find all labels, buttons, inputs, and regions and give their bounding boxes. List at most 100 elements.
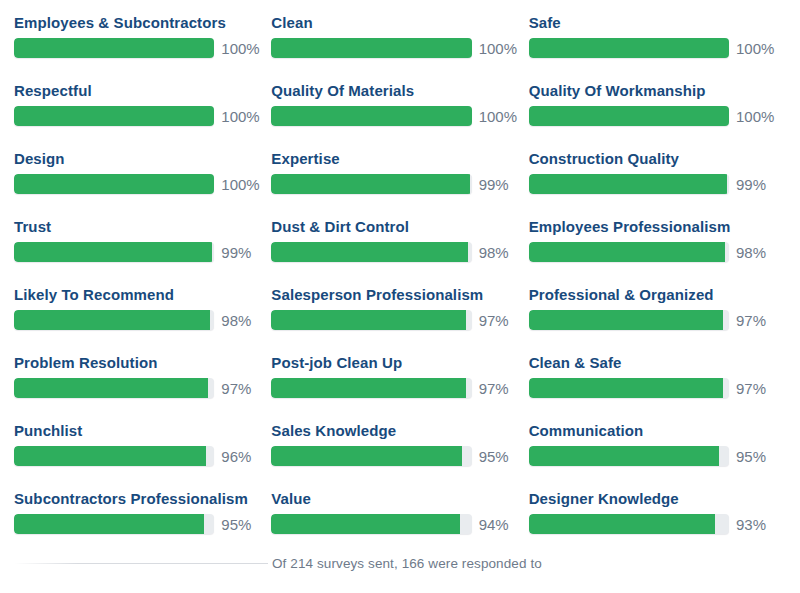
- rating-bar-track: [14, 378, 214, 398]
- rating-bar-track: [529, 446, 729, 466]
- rating-percent: 97%: [736, 380, 776, 397]
- rating-bar-row: 93%: [529, 514, 776, 534]
- rating-bar-row: 100%: [14, 174, 261, 194]
- rating-label: Safe: [529, 13, 776, 32]
- rating-bar-row: 100%: [14, 38, 261, 58]
- rating-bar-fill: [271, 38, 471, 58]
- rating-bar-row: 100%: [529, 38, 776, 58]
- rating-item: Value 94%: [271, 489, 518, 534]
- rating-bar-track: [529, 310, 729, 330]
- rating-label: Clean: [271, 13, 518, 32]
- rating-bar-row: 100%: [529, 106, 776, 126]
- rating-bar-track: [529, 106, 729, 126]
- rating-item: Communication 95%: [529, 421, 776, 466]
- ratings-grid: Employees & Subcontractors 100% Clean 10…: [0, 0, 800, 534]
- rating-item: Employees Professionalism 98%: [529, 217, 776, 262]
- rating-bar-fill: [14, 514, 204, 534]
- rating-bar-track: [14, 310, 214, 330]
- rating-item: Post-job Clean Up 97%: [271, 353, 518, 398]
- rating-item: Likely To Recommend 98%: [14, 285, 261, 330]
- rating-label: Clean & Safe: [529, 353, 776, 372]
- footer: Of 214 surveys sent, 166 were responded …: [0, 556, 800, 571]
- rating-label: Designer Knowledge: [529, 489, 776, 508]
- rating-label: Expertise: [271, 149, 518, 168]
- rating-bar-row: 98%: [14, 310, 261, 330]
- rating-bar-fill: [14, 378, 208, 398]
- rating-percent: 98%: [736, 244, 776, 261]
- rating-bar-row: 94%: [271, 514, 518, 534]
- rating-bar-row: 97%: [529, 378, 776, 398]
- rating-bar-fill: [529, 38, 729, 58]
- rating-percent: 100%: [221, 108, 261, 125]
- rating-bar-row: 100%: [14, 106, 261, 126]
- rating-item: Punchlist 96%: [14, 421, 261, 466]
- rating-percent: 99%: [221, 244, 261, 261]
- rating-item: Safe 100%: [529, 13, 776, 58]
- rating-item: Trust 99%: [14, 217, 261, 262]
- rating-bar-fill: [529, 174, 727, 194]
- rating-percent: 93%: [736, 516, 776, 533]
- rating-bar-fill: [14, 310, 210, 330]
- rating-bar-track: [529, 242, 729, 262]
- rating-bar-track: [271, 310, 471, 330]
- rating-bar-row: 100%: [271, 106, 518, 126]
- rating-bar-track: [14, 106, 214, 126]
- rating-bar-track: [14, 446, 214, 466]
- rating-bar-row: 99%: [529, 174, 776, 194]
- rating-percent: 100%: [221, 40, 261, 57]
- rating-bar-fill: [271, 310, 465, 330]
- rating-percent: 99%: [736, 176, 776, 193]
- rating-item: Design 100%: [14, 149, 261, 194]
- rating-bar-row: 95%: [529, 446, 776, 466]
- rating-label: Design: [14, 149, 261, 168]
- rating-percent: 97%: [479, 380, 519, 397]
- rating-bar-fill: [271, 446, 461, 466]
- rating-label: Employees & Subcontractors: [14, 13, 261, 32]
- rating-percent: 100%: [479, 108, 519, 125]
- rating-bar-track: [529, 514, 729, 534]
- rating-bar-track: [14, 242, 214, 262]
- survey-ratings-board: Employees & Subcontractors 100% Clean 10…: [0, 0, 800, 593]
- rating-percent: 95%: [736, 448, 776, 465]
- rating-item: Quality Of Materials 100%: [271, 81, 518, 126]
- rating-bar-row: 99%: [14, 242, 261, 262]
- rating-bar-fill: [14, 106, 214, 126]
- rating-bar-row: 95%: [14, 514, 261, 534]
- footer-divider: [14, 563, 268, 564]
- rating-bar-fill: [529, 514, 715, 534]
- rating-bar-row: 97%: [529, 310, 776, 330]
- rating-percent: 96%: [221, 448, 261, 465]
- rating-percent: 99%: [479, 176, 519, 193]
- rating-label: Quality Of Workmanship: [529, 81, 776, 100]
- rating-label: Punchlist: [14, 421, 261, 440]
- rating-percent: 98%: [221, 312, 261, 329]
- rating-item: Subcontractors Professionalism 95%: [14, 489, 261, 534]
- rating-bar-fill: [529, 242, 725, 262]
- rating-item: Dust & Dirt Control 98%: [271, 217, 518, 262]
- rating-item: Clean 100%: [271, 13, 518, 58]
- rating-bar-row: 98%: [529, 242, 776, 262]
- rating-bar-fill: [271, 174, 469, 194]
- rating-item: Sales Knowledge 95%: [271, 421, 518, 466]
- rating-label: Employees Professionalism: [529, 217, 776, 236]
- rating-bar-fill: [271, 514, 459, 534]
- rating-percent: 97%: [736, 312, 776, 329]
- rating-percent: 95%: [479, 448, 519, 465]
- rating-label: Problem Resolution: [14, 353, 261, 372]
- rating-label: Value: [271, 489, 518, 508]
- rating-bar-track: [529, 38, 729, 58]
- rating-bar-row: 98%: [271, 242, 518, 262]
- rating-percent: 94%: [479, 516, 519, 533]
- rating-label: Sales Knowledge: [271, 421, 518, 440]
- rating-bar-fill: [271, 242, 467, 262]
- rating-bar-fill: [14, 242, 212, 262]
- rating-bar-track: [14, 514, 214, 534]
- rating-bar-track: [271, 106, 471, 126]
- rating-percent: 97%: [479, 312, 519, 329]
- rating-percent: 98%: [479, 244, 519, 261]
- rating-item: Designer Knowledge 93%: [529, 489, 776, 534]
- rating-bar-fill: [529, 446, 719, 466]
- rating-bar-fill: [529, 310, 723, 330]
- rating-item: Salesperson Professionalism 97%: [271, 285, 518, 330]
- rating-label: Likely To Recommend: [14, 285, 261, 304]
